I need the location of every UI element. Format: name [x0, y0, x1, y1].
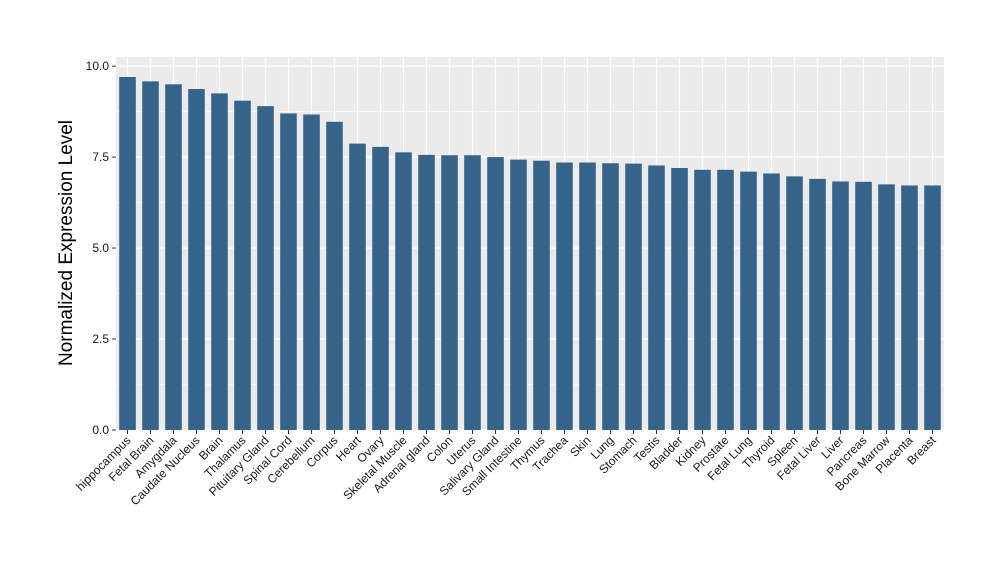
bar-uterus	[464, 155, 481, 430]
bar-pancreas	[855, 181, 872, 430]
bar-skin	[579, 162, 596, 430]
bar-kidney	[694, 169, 711, 430]
bar-placenta	[901, 185, 918, 430]
bar-bladder	[671, 167, 688, 431]
bar-thymus	[533, 160, 550, 430]
bar-thyroid	[763, 173, 780, 430]
bar-ovary	[372, 146, 389, 430]
bar-skeletal-muscle	[395, 152, 412, 430]
bar-fetal-liver	[809, 178, 826, 430]
bar-stomach	[625, 163, 642, 430]
bar-testis	[648, 165, 665, 430]
bar-thalamus	[234, 100, 251, 431]
y-axis: 0.0 2.5 5.0 7.5 10.0	[86, 59, 116, 437]
bar-fetal-brain	[142, 81, 159, 430]
bar-salivary-gland	[487, 157, 504, 430]
bar-pituitary-gland	[257, 106, 274, 430]
bar-small-intestine	[510, 159, 527, 430]
y-tick-label: 0.0	[92, 423, 109, 437]
bar-trachea	[556, 162, 573, 430]
bar-cerebellum	[303, 114, 320, 430]
bar-prostate	[717, 169, 734, 430]
y-tick-label: 7.5	[92, 150, 109, 164]
bar-spleen	[786, 176, 803, 430]
bar-caudate-nucleus	[188, 89, 205, 431]
bar-fetal-lung	[740, 171, 757, 430]
bar-spinal-cord	[280, 113, 297, 430]
y-tick-label: 2.5	[92, 332, 109, 346]
bar-amygdala	[165, 84, 182, 430]
bar-colon	[441, 155, 458, 430]
bars	[119, 77, 941, 431]
plot-panel	[116, 57, 944, 430]
bar-liver	[832, 181, 849, 430]
bar-breast	[924, 185, 941, 430]
bar-corpus	[326, 121, 343, 431]
bar-lung	[602, 163, 619, 430]
bar-brain	[211, 93, 228, 430]
x-tick-label: Skin	[567, 433, 593, 459]
bar-bone-marrow	[878, 184, 895, 430]
y-tick-label: 5.0	[92, 241, 109, 255]
bar-hippocampus	[119, 77, 136, 430]
bar-heart	[349, 143, 366, 431]
y-axis-title: Normalized Expression Level	[56, 120, 77, 366]
bar-adrenal-gland	[418, 154, 435, 430]
y-tick-label: 10.0	[86, 59, 110, 73]
